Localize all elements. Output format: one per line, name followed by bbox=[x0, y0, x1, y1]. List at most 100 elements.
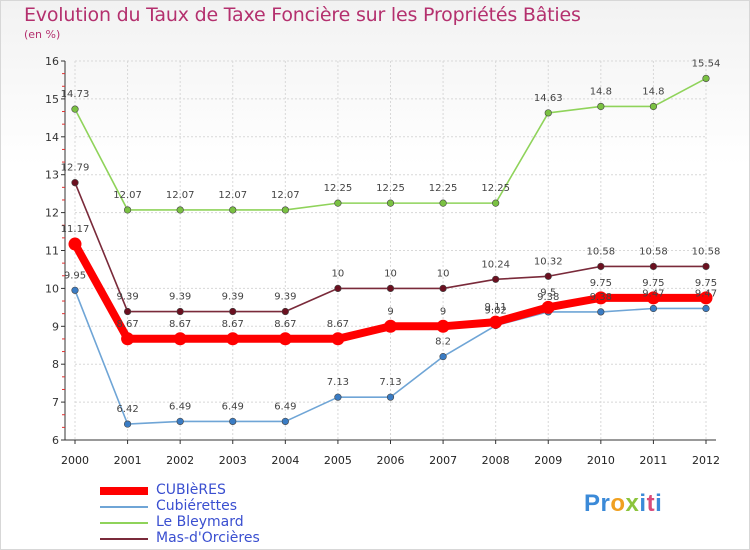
data-point bbox=[71, 105, 79, 113]
data-point bbox=[281, 307, 289, 316]
data-label: 8.67 bbox=[327, 319, 349, 330]
logo-letter: o bbox=[610, 490, 626, 517]
data-label: 6.42 bbox=[116, 404, 138, 415]
data-label: 9 bbox=[387, 306, 393, 317]
data-label: 12.79 bbox=[61, 163, 90, 174]
data-label: 12.25 bbox=[376, 183, 405, 194]
legend-swatch bbox=[100, 522, 148, 524]
data-point bbox=[281, 417, 289, 426]
y-tick-label: 11 bbox=[45, 245, 59, 258]
data-point bbox=[646, 291, 660, 305]
x-tick-label: 2007 bbox=[429, 454, 457, 467]
data-label: 7.13 bbox=[327, 377, 349, 388]
chart-title: Evolution du Taux de Taxe Foncière sur l… bbox=[24, 4, 581, 26]
data-label: 12.07 bbox=[271, 190, 300, 201]
data-point bbox=[597, 102, 605, 111]
y-tick-label: 13 bbox=[45, 169, 59, 182]
data-point bbox=[386, 284, 395, 293]
data-label: 8.67 bbox=[274, 319, 296, 330]
data-label: 12.25 bbox=[481, 183, 510, 194]
x-tick-label: 2010 bbox=[587, 454, 615, 467]
data-point bbox=[489, 315, 503, 329]
logo-letter: x bbox=[625, 490, 640, 517]
data-label: 12.25 bbox=[324, 183, 353, 194]
data-label: 10.58 bbox=[639, 246, 668, 257]
data-point bbox=[71, 179, 79, 187]
data-label: 9.39 bbox=[116, 292, 138, 303]
x-tick-label: 2003 bbox=[219, 454, 247, 467]
data-point bbox=[281, 206, 289, 214]
y-tick-label: 14 bbox=[45, 131, 59, 144]
data-label: 14.73 bbox=[61, 89, 90, 100]
data-point bbox=[386, 199, 395, 207]
data-point bbox=[68, 237, 82, 251]
data-point bbox=[121, 332, 135, 346]
legend-swatch bbox=[100, 487, 148, 495]
logo-letter: P bbox=[584, 490, 601, 517]
data-point bbox=[597, 262, 605, 271]
data-point bbox=[649, 304, 658, 313]
y-tick-label: 6 bbox=[52, 434, 59, 447]
data-label: 14.8 bbox=[642, 86, 664, 97]
data-label: 9.47 bbox=[642, 288, 664, 299]
data-label: 9.75 bbox=[590, 278, 612, 289]
data-label: 9.02 bbox=[485, 306, 507, 317]
data-point bbox=[702, 74, 710, 83]
y-unit-label: (en %) bbox=[24, 28, 61, 41]
y-tick-label: 9 bbox=[52, 320, 59, 333]
legend-label: Mas-d'Orcières bbox=[156, 530, 260, 546]
data-point bbox=[699, 291, 713, 305]
x-tick-label: 2009 bbox=[534, 454, 562, 467]
data-point bbox=[334, 393, 342, 401]
x-tick-label: 2004 bbox=[271, 454, 299, 467]
legend-label: Cubiérettes bbox=[156, 498, 237, 514]
data-label: 10 bbox=[384, 268, 397, 279]
data-label: 14.8 bbox=[590, 86, 612, 97]
x-tick-label: 2012 bbox=[692, 454, 720, 467]
x-tick-label: 2001 bbox=[114, 454, 142, 467]
data-point bbox=[123, 307, 132, 316]
data-point bbox=[331, 332, 345, 346]
y-tick-label: 7 bbox=[52, 396, 59, 409]
data-label: 6.49 bbox=[222, 401, 244, 412]
data-point bbox=[649, 262, 658, 271]
x-tick-label: 2005 bbox=[324, 454, 352, 467]
data-label: 12.07 bbox=[218, 190, 247, 201]
data-label: 8.67 bbox=[116, 319, 138, 330]
data-point bbox=[334, 284, 342, 293]
proxiti-logo: Proxiti bbox=[584, 490, 662, 518]
data-label: 9.5 bbox=[540, 287, 556, 298]
data-point bbox=[229, 417, 237, 426]
data-point bbox=[71, 286, 79, 294]
data-label: 12.07 bbox=[166, 190, 195, 201]
data-label: 9.47 bbox=[695, 288, 717, 299]
data-point bbox=[173, 332, 187, 346]
data-point bbox=[439, 199, 447, 207]
data-label: 11.17 bbox=[61, 224, 90, 235]
logo-letter: i bbox=[655, 490, 663, 517]
data-point bbox=[541, 300, 555, 314]
data-label: 10.24 bbox=[481, 259, 510, 270]
legend-label: CUBIèRES bbox=[156, 482, 226, 498]
data-label: 9.39 bbox=[169, 292, 191, 303]
data-label: 9.11 bbox=[485, 302, 507, 313]
data-point bbox=[229, 206, 237, 214]
logo-letter: r bbox=[600, 490, 611, 517]
data-label: 9.39 bbox=[222, 292, 244, 303]
x-tick-label: 2008 bbox=[482, 454, 510, 467]
data-label: 9.38 bbox=[590, 292, 612, 303]
data-point bbox=[702, 262, 710, 271]
data-label: 6.49 bbox=[274, 401, 296, 412]
legend-swatch bbox=[100, 538, 148, 540]
logo-letter: t bbox=[646, 490, 656, 517]
data-point bbox=[492, 199, 500, 207]
logo-letter: i bbox=[639, 490, 647, 517]
data-point bbox=[597, 308, 605, 316]
data-point bbox=[176, 417, 184, 426]
data-point bbox=[123, 206, 132, 214]
data-label: 14.63 bbox=[534, 93, 563, 104]
data-label: 15.54 bbox=[692, 58, 721, 69]
data-label: 10.32 bbox=[534, 256, 563, 267]
